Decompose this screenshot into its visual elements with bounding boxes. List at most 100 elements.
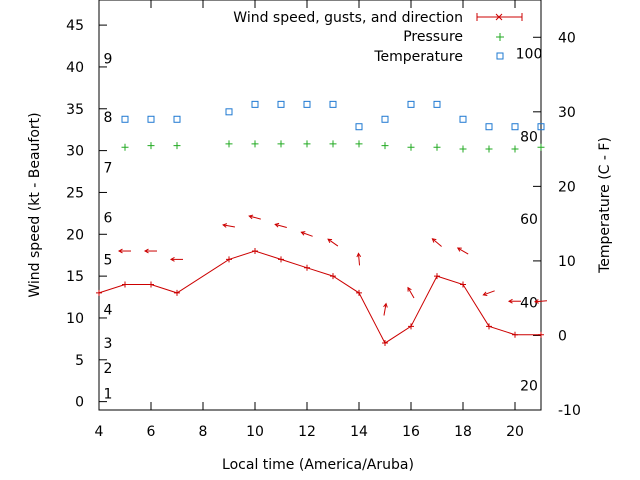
y-left-tick-label: 25 bbox=[66, 185, 84, 201]
temperature-point bbox=[459, 115, 467, 123]
pressure-point bbox=[459, 145, 467, 153]
wind-direction-arrowhead bbox=[300, 231, 306, 236]
wind-direction-arrowhead bbox=[169, 257, 175, 262]
wind-speed-point bbox=[252, 248, 258, 255]
wind-direction-arrowhead bbox=[533, 299, 539, 304]
wind-direction-arrow bbox=[327, 238, 339, 247]
wind-direction-arrowhead bbox=[117, 248, 123, 254]
wind-direction-arrow bbox=[534, 300, 548, 303]
wind-direction-arrow bbox=[383, 303, 387, 316]
beaufort-label: 3 bbox=[104, 336, 113, 352]
wind-direction-arrow bbox=[407, 287, 415, 299]
temperature-point bbox=[329, 100, 337, 108]
pressure-point bbox=[537, 143, 545, 151]
y-axis-label-left: Wind speed (kt - Beaufort) bbox=[27, 112, 43, 297]
pressure-point bbox=[251, 140, 259, 148]
wind-direction-arrow bbox=[249, 215, 261, 220]
wind-direction-arrowhead bbox=[456, 247, 462, 252]
pressure-point bbox=[329, 140, 337, 148]
tick-labels: 4 6 8 10 12 14 16 18 20051015202530354045-100102… bbox=[66, 18, 581, 440]
legend-wind-label: Wind speed, gusts, and direction bbox=[233, 10, 463, 26]
temperature-series bbox=[121, 100, 545, 131]
wind-direction-arrow bbox=[457, 247, 469, 255]
wind-speed-point bbox=[122, 281, 128, 288]
wind-speed-point bbox=[408, 323, 414, 330]
wind-direction-arrowhead bbox=[356, 252, 362, 258]
temperature-point bbox=[225, 108, 233, 116]
wind-speed-point bbox=[382, 340, 388, 347]
temperature-point bbox=[537, 123, 545, 131]
wind-speed-point bbox=[356, 289, 362, 296]
temperature-point bbox=[381, 115, 389, 123]
x-tick-label: 6 bbox=[147, 424, 156, 440]
pressure-point bbox=[485, 145, 493, 153]
wind-direction-arrowhead bbox=[431, 238, 437, 243]
y-axis-label-right: Temperature (C - F) bbox=[597, 137, 613, 274]
x-tick-label: 14 bbox=[350, 424, 368, 440]
temperature-point bbox=[485, 123, 493, 131]
pressure-point bbox=[433, 143, 441, 151]
wind-direction-arrowhead bbox=[274, 222, 280, 228]
y-left-tick-label: 15 bbox=[66, 269, 84, 285]
wind-direction-arrowhead bbox=[327, 238, 333, 244]
y-left-tick-label: 35 bbox=[66, 102, 84, 118]
x-tick-label: 4 bbox=[95, 424, 104, 440]
wind-speed-point bbox=[538, 331, 544, 338]
temperature-point bbox=[277, 100, 285, 108]
axis-ticks bbox=[98, 0, 541, 411]
temperature-point bbox=[173, 115, 181, 123]
y-left-tick-label: 0 bbox=[75, 395, 84, 411]
wind-speed-point bbox=[226, 256, 232, 263]
pressure-point bbox=[511, 145, 519, 153]
y-left-tick-label: 20 bbox=[66, 227, 84, 243]
y-right-tick-label: 20 bbox=[558, 179, 576, 195]
y-left-tick-label: 10 bbox=[66, 311, 84, 327]
beaufort-label: 8 bbox=[104, 110, 113, 126]
x-tick-label: 16 bbox=[402, 424, 420, 440]
pressure-point bbox=[407, 143, 415, 151]
beaufort-label: 9 bbox=[104, 52, 113, 68]
wind-direction-arrowhead bbox=[383, 302, 388, 308]
wind-speed-point bbox=[278, 256, 284, 263]
fahrenheit-label: 100 bbox=[516, 47, 543, 63]
wind-direction-arrow bbox=[432, 238, 442, 247]
wind-speed-point bbox=[486, 323, 492, 330]
wind-speed-line bbox=[98, 250, 541, 344]
pressure-point bbox=[277, 140, 285, 148]
y-right-tick-label: 0 bbox=[558, 328, 567, 344]
x-tick-label: 12 bbox=[298, 424, 316, 440]
y-left-tick-label: 5 bbox=[75, 353, 84, 369]
fahrenheit-label: 40 bbox=[520, 296, 538, 312]
wind-speed-point bbox=[460, 281, 466, 288]
pressure-point bbox=[381, 142, 389, 150]
legend-temperature-marker bbox=[496, 52, 504, 60]
wind-direction-arrowhead bbox=[507, 298, 513, 304]
legend-temperature-label: Temperature bbox=[373, 49, 463, 65]
legend-pressure-marker bbox=[496, 33, 504, 41]
y-left-tick-label: 45 bbox=[66, 18, 84, 34]
y-right-tick-label: 30 bbox=[558, 105, 576, 121]
x-tick-label: 18 bbox=[454, 424, 472, 440]
wind-direction-arrow bbox=[301, 231, 313, 237]
wind-direction-arrow bbox=[223, 224, 235, 228]
temperature-point bbox=[407, 100, 415, 108]
wind-direction-arrowhead bbox=[407, 286, 412, 292]
fahrenheit-label: 20 bbox=[520, 378, 538, 394]
wind-speed-point bbox=[434, 273, 440, 280]
beaufort-label: 7 bbox=[104, 160, 113, 176]
wind-direction-arrow bbox=[483, 290, 495, 296]
pressure-point bbox=[303, 140, 311, 148]
wind-direction-arrowhead bbox=[482, 291, 488, 297]
pressure-point bbox=[225, 140, 233, 148]
wind-direction-arrow bbox=[275, 223, 287, 228]
wind-speed-series bbox=[96, 248, 544, 347]
wind-speed-point bbox=[148, 281, 154, 288]
temperature-point bbox=[433, 100, 441, 108]
pressure-point bbox=[355, 140, 363, 148]
x-tick-label: 20 bbox=[506, 424, 524, 440]
wind-speed-point bbox=[304, 264, 310, 271]
temperature-point bbox=[251, 100, 259, 108]
y-left-tick-label: 40 bbox=[66, 60, 84, 76]
temperature-point bbox=[303, 100, 311, 108]
wind-direction-arrowhead bbox=[222, 223, 228, 228]
